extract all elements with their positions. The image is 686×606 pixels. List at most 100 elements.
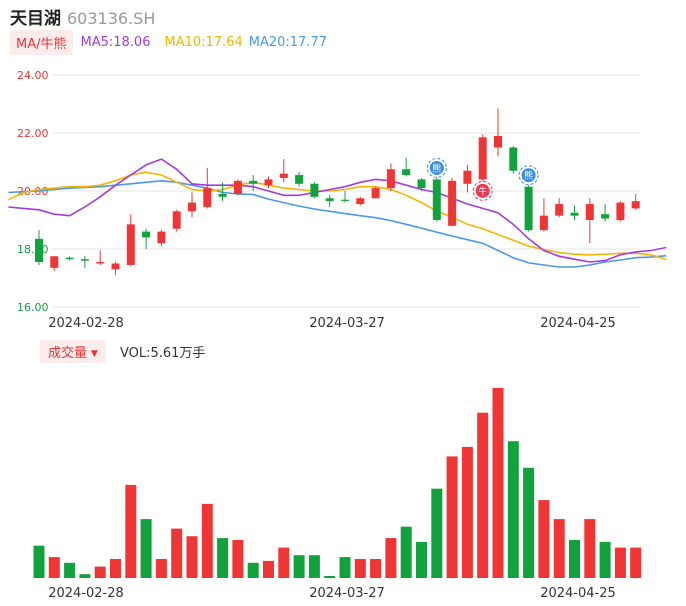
volume-bar [278, 547, 290, 578]
candle [356, 196, 365, 206]
volume-bar [492, 388, 504, 578]
candle-body [233, 180, 242, 194]
marker-label: 熊 [524, 170, 533, 182]
candle [555, 198, 564, 218]
volume-indicator-button[interactable]: 成交量 ▼ [40, 339, 106, 363]
volume-bar [33, 545, 45, 578]
volume-bar [79, 574, 91, 578]
candle-body [295, 175, 304, 184]
stock-name: 天目湖 [10, 9, 61, 29]
candle [509, 146, 518, 174]
candle [126, 214, 135, 267]
candle-body [417, 179, 426, 189]
candle [188, 192, 196, 218]
candle [264, 176, 273, 189]
candle-body [386, 169, 395, 189]
candlesticks [35, 108, 640, 276]
candle-body [264, 179, 273, 186]
marker-ring [472, 180, 493, 201]
candle-body [463, 170, 472, 184]
candle-body [371, 188, 380, 199]
candle [172, 209, 181, 232]
candle-body [555, 204, 564, 216]
candle-body [96, 262, 105, 264]
marker-label: 熊 [432, 162, 441, 174]
volume-bar [247, 562, 259, 578]
candle [157, 230, 166, 247]
price-grid [52, 74, 640, 308]
volume-bar [416, 541, 427, 578]
candle [386, 163, 395, 191]
volume-bar [339, 557, 351, 578]
candle-body [172, 211, 181, 229]
volume-bar [324, 576, 336, 578]
volume-bar [217, 538, 229, 578]
bull-marker: 牛 [472, 180, 493, 201]
volume-bar [599, 541, 611, 578]
x-tick-label: 2024-04-25 [540, 316, 616, 331]
x-tick-label: 2024-03-27 [309, 316, 385, 331]
volume-bar [370, 559, 382, 578]
volume-bar [446, 456, 458, 578]
volume-bar [125, 484, 137, 578]
candle-body [509, 147, 518, 171]
volume-x-tick-label: 2024-02-28 [48, 586, 124, 601]
candle [142, 228, 151, 249]
marker-ring [518, 165, 539, 186]
candle-body [478, 137, 487, 180]
volume-bar [201, 503, 213, 578]
ma-indicator-button[interactable]: MA/牛熊 [10, 29, 73, 55]
candle [448, 177, 457, 226]
candle-body [203, 188, 212, 207]
candle [524, 185, 533, 232]
x-tick-label: 2024-02-28 [48, 316, 124, 331]
candle [402, 157, 411, 177]
candle [203, 167, 212, 209]
volume-bar [400, 526, 412, 578]
volume-bar [94, 566, 106, 578]
candle [371, 186, 380, 199]
candle [295, 172, 304, 187]
ma5-line [8, 158, 667, 263]
volume-value: VOL:5.61万手 [119, 345, 206, 361]
candle [432, 177, 441, 222]
candle-body [570, 212, 579, 216]
volume-bar [308, 555, 320, 578]
volume-bar [186, 536, 198, 578]
candle [111, 262, 120, 276]
volume-bar [507, 441, 519, 578]
volume-bar [630, 547, 642, 578]
volume-bar [171, 528, 183, 578]
volume-bar [140, 519, 152, 578]
candle [585, 198, 594, 244]
marker-label: 牛 [478, 185, 487, 197]
candle [341, 191, 349, 203]
volume-bar [614, 547, 626, 578]
candle [310, 182, 319, 199]
candle-body [65, 257, 74, 260]
y-tick-label: 16.00 [17, 301, 49, 314]
candle-body [356, 198, 365, 205]
candle [570, 205, 579, 220]
volume-bar [431, 488, 443, 578]
candle-body [402, 169, 411, 176]
volume-x-tick-label: 2024-04-25 [540, 586, 616, 601]
volume-x-tick-label: 2024-03-27 [309, 586, 385, 601]
signal-markers: 熊牛 熊 [426, 157, 539, 201]
candle [494, 108, 502, 157]
candle-body [188, 202, 196, 212]
volume-bar [110, 559, 121, 578]
candle [279, 159, 288, 183]
candle-body [524, 186, 533, 231]
caret-down-icon: ▼ [91, 348, 98, 359]
candle [616, 201, 625, 222]
ma5-label: MA5:18.06 [80, 34, 151, 50]
volume-bar [354, 559, 366, 578]
candle-body [279, 173, 288, 178]
volume-bar [553, 519, 565, 578]
volume-button-label: 成交量 [48, 345, 88, 361]
candle-body [494, 135, 502, 148]
candle-body [35, 238, 43, 263]
candle [249, 175, 258, 191]
